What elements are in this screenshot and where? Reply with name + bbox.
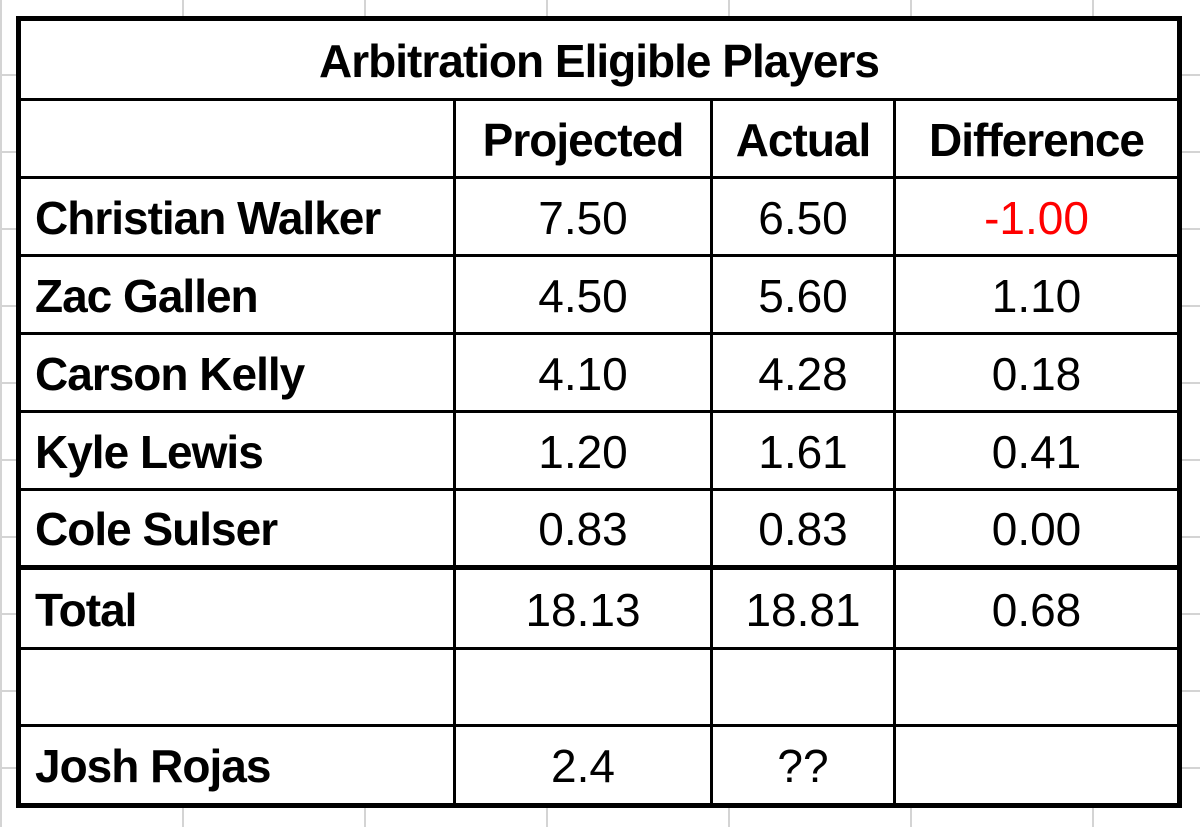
arbitration-table: Arbitration Eligible Players Projected A…	[16, 16, 1182, 808]
row-difference[interactable]: 0.18	[991, 348, 1082, 400]
table-title[interactable]: Arbitration Eligible Players	[319, 35, 880, 87]
total-difference[interactable]: 0.68	[991, 584, 1082, 636]
blank-cell[interactable]	[456, 651, 710, 725]
row-name[interactable]: Cole Sulser	[35, 503, 278, 555]
row-divider	[21, 176, 1177, 179]
total-projected[interactable]: 18.13	[525, 584, 641, 636]
row-divider	[21, 98, 1177, 101]
row-divider	[21, 488, 1177, 491]
row-difference[interactable]: 0.41	[991, 426, 1082, 478]
row-actual[interactable]: 4.28	[758, 348, 848, 400]
total-actual[interactable]: 18.81	[745, 584, 861, 636]
row-name[interactable]: Carson Kelly	[35, 348, 305, 400]
row-projected[interactable]: 4.50	[538, 270, 628, 322]
row-divider	[21, 332, 1177, 335]
row-divider	[21, 254, 1177, 257]
header-projected[interactable]: Projected	[482, 114, 685, 166]
total-label[interactable]: Total	[35, 584, 137, 636]
row-projected[interactable]: 1.20	[538, 426, 628, 478]
header-actual[interactable]: Actual	[735, 114, 872, 166]
row-divider	[21, 724, 1177, 727]
row-difference[interactable]: 0.00	[991, 503, 1082, 555]
extra-player-name[interactable]: Josh Rojas	[35, 739, 271, 792]
blank-cell[interactable]	[21, 651, 453, 725]
row-difference-negative[interactable]: -1.00	[984, 192, 1089, 244]
row-difference[interactable]: 1.10	[991, 270, 1082, 322]
extra-player-difference[interactable]	[896, 728, 1177, 803]
row-name[interactable]: Kyle Lewis	[35, 426, 264, 478]
row-projected[interactable]: 4.10	[538, 348, 628, 400]
blank-cell[interactable]	[713, 651, 893, 725]
row-projected[interactable]: 7.50	[538, 192, 628, 244]
header-difference[interactable]: Difference	[929, 114, 1145, 166]
row-projected[interactable]: 0.83	[538, 503, 628, 555]
extra-player-actual[interactable]: ??	[777, 739, 829, 792]
blank-cell[interactable]	[896, 651, 1177, 725]
header-label-cell[interactable]	[21, 101, 453, 179]
row-name[interactable]: Christian Walker	[35, 192, 381, 244]
column-divider	[893, 98, 896, 803]
column-divider	[710, 98, 713, 803]
row-actual[interactable]: 0.83	[758, 503, 848, 555]
total-divider	[21, 565, 1177, 570]
column-divider	[453, 98, 456, 803]
row-name[interactable]: Zac Gallen	[35, 270, 259, 322]
row-divider	[21, 647, 1177, 650]
row-actual[interactable]: 6.50	[758, 192, 848, 244]
row-actual[interactable]: 5.60	[758, 270, 848, 322]
extra-player-projected[interactable]: 2.4	[551, 739, 615, 792]
row-actual[interactable]: 1.61	[758, 426, 848, 478]
row-divider	[21, 410, 1177, 413]
